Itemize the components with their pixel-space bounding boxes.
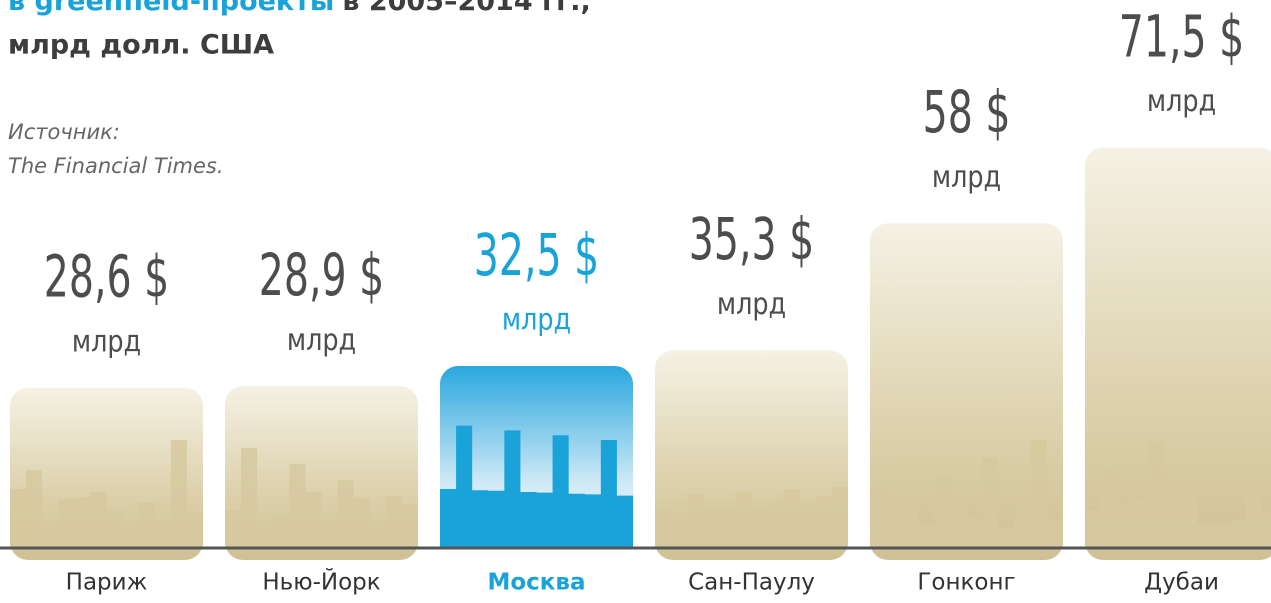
skyline — [10, 440, 203, 548]
skyline — [1085, 441, 1271, 548]
unit-label: млрд — [287, 322, 356, 358]
unit-label: млрд — [932, 159, 1001, 195]
x-tick-label: Гонконг — [917, 570, 1015, 596]
x-tick-label: Париж — [66, 570, 148, 596]
skyline — [870, 440, 1063, 548]
value-label: 71,5 $ — [1119, 3, 1244, 71]
value-label: 28,6 $ — [44, 243, 169, 311]
skyline — [225, 448, 418, 548]
skyline — [440, 425, 633, 548]
unit-label: млрд — [502, 302, 571, 338]
source-label: Источник: — [8, 120, 120, 144]
title-line2: млрд долл. США — [8, 30, 274, 61]
x-tick-label: Сан-Паулу — [688, 570, 815, 596]
value-label: 28,9 $ — [259, 241, 384, 309]
title-highlight: в greenfield-проекты — [8, 0, 334, 17]
x-tick-label: Москва — [487, 570, 585, 596]
unit-label: млрд — [717, 286, 786, 322]
unit-label: млрд — [72, 323, 141, 359]
unit-label: млрд — [1147, 83, 1216, 119]
title-rest: в 2005–2014 гг., — [342, 0, 590, 17]
skyline — [655, 487, 848, 548]
bar — [1085, 147, 1271, 560]
value-label: 35,3 $ — [689, 205, 814, 273]
bar — [870, 223, 1063, 560]
value-label: 58 $ — [923, 78, 1011, 146]
x-tick-label: Нью-Йорк — [262, 568, 380, 596]
x-tick-label: Дубаи — [1144, 570, 1219, 596]
value-label: 32,5 $ — [474, 221, 599, 289]
chart-title: в greenfield-проекты в 2005–2014 гг., — [8, 0, 591, 17]
source-text: The Financial Times. — [8, 154, 224, 178]
